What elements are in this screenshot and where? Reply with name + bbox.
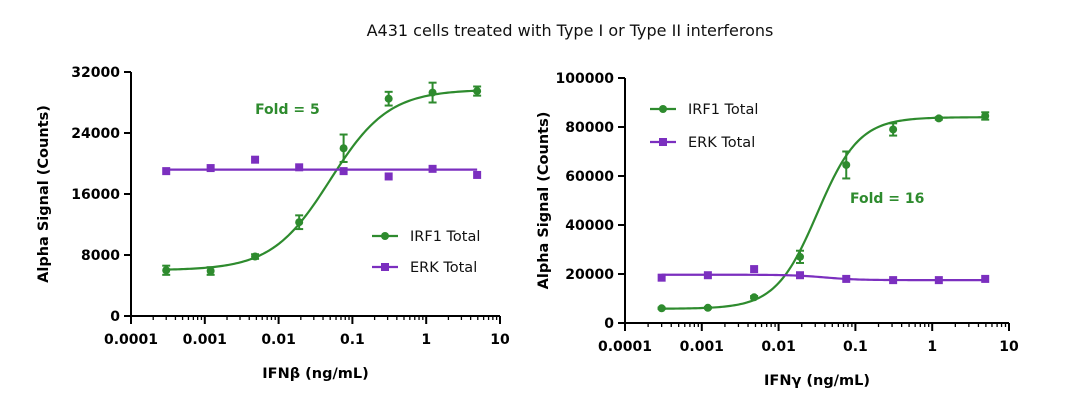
x-tick-label: 10 [999, 339, 1019, 355]
series-irf1-total [657, 111, 990, 313]
data-point [384, 94, 393, 103]
y-tick-label: 0 [110, 309, 120, 325]
legend-marker [381, 232, 389, 240]
x-tick-label: 0.1 [340, 332, 365, 348]
legend-label: ERK Total [410, 260, 477, 276]
data-point [750, 265, 759, 274]
x-tick-label: 0.1 [843, 339, 868, 355]
data-point [251, 155, 260, 164]
data-point [339, 144, 348, 153]
y-tick-label: 24000 [71, 126, 120, 142]
data-point [796, 252, 805, 261]
x-tick-label: 10 [490, 332, 510, 348]
y-tick-label: 40000 [565, 218, 614, 234]
y-tick-label: 60000 [565, 169, 614, 185]
x-tick-label: 0.01 [761, 339, 796, 355]
y-axis-label: Alpha Signal (Counts) [536, 112, 552, 290]
data-point [934, 114, 943, 123]
chart-ifn-gamma: 0 20000 40000 60000 80000 100000 0.0001 0.001 0.… [536, 71, 1019, 389]
x-axis-label: IFNβ (ng/mL) [262, 366, 368, 382]
x-axis-label: IFNγ (ng/mL) [764, 373, 870, 389]
data-point [162, 266, 171, 275]
data-point [206, 164, 215, 173]
series-erk-total [162, 155, 482, 181]
legend-marker [659, 105, 667, 113]
data-point [295, 163, 304, 172]
data-point [889, 125, 898, 134]
data-point [796, 271, 805, 280]
data-point [842, 160, 851, 169]
data-point [842, 274, 851, 283]
data-point [251, 252, 260, 261]
data-point [339, 167, 348, 176]
data-point [657, 304, 666, 313]
data-point [703, 303, 712, 312]
data-point [162, 167, 171, 176]
data-point [428, 88, 437, 97]
x-tick-label: 1 [927, 339, 937, 355]
data-point [703, 271, 712, 280]
fit-curve [661, 273, 986, 282]
x-tick-label: 1 [421, 332, 431, 348]
x-tick-label: 0.001 [183, 332, 227, 348]
series-erk-total [657, 265, 990, 285]
data-point [750, 293, 759, 302]
legend-marker [381, 263, 389, 271]
fit-curve [166, 89, 478, 271]
y-tick-label: 80000 [565, 120, 614, 136]
legend-label: ERK Total [688, 135, 755, 151]
legend-entry: ERK Total [372, 260, 477, 276]
y-tick-label: 32000 [71, 65, 120, 81]
figure-title: A431 cells treated with Type I or Type I… [367, 21, 774, 40]
data-point [473, 170, 482, 179]
x-tick-label: 0.01 [261, 332, 296, 348]
y-tick-label: 8000 [81, 248, 120, 264]
legend-entry: ERK Total [650, 135, 755, 151]
data-point [473, 87, 482, 96]
x-tick-label: 0.0001 [104, 332, 158, 348]
data-point [981, 274, 990, 283]
data-point [934, 276, 943, 285]
data-point [889, 276, 898, 285]
legend-label: IRF1 Total [688, 102, 758, 118]
chart-ifn-beta: 0 8000 16000 24000 32000 0.0001 0.001 0.01 0.1 1 1… [36, 65, 510, 382]
y-tick-label: 100000 [556, 71, 615, 87]
data-point [384, 172, 393, 181]
legend-entry: IRF1 Total [372, 229, 480, 245]
data-point [428, 164, 437, 173]
data-point [981, 111, 990, 120]
data-point [206, 267, 215, 276]
fold-annotation: Fold = 16 [850, 191, 924, 207]
y-tick-label: 20000 [565, 267, 614, 283]
y-tick-label: 0 [604, 316, 614, 332]
series-irf1-total [162, 81, 482, 276]
x-tick-label: 0.0001 [598, 339, 652, 355]
fit-curve [661, 116, 986, 310]
y-axis-label: Alpha Signal (Counts) [36, 105, 52, 283]
legend-marker [659, 138, 667, 146]
data-point [657, 273, 666, 282]
fold-annotation: Fold = 5 [255, 102, 320, 118]
data-point [295, 218, 304, 227]
x-tick-label: 0.001 [680, 339, 724, 355]
legend-label: IRF1 Total [410, 229, 480, 245]
legend-entry: IRF1 Total [650, 102, 758, 118]
y-tick-label: 16000 [71, 187, 120, 203]
